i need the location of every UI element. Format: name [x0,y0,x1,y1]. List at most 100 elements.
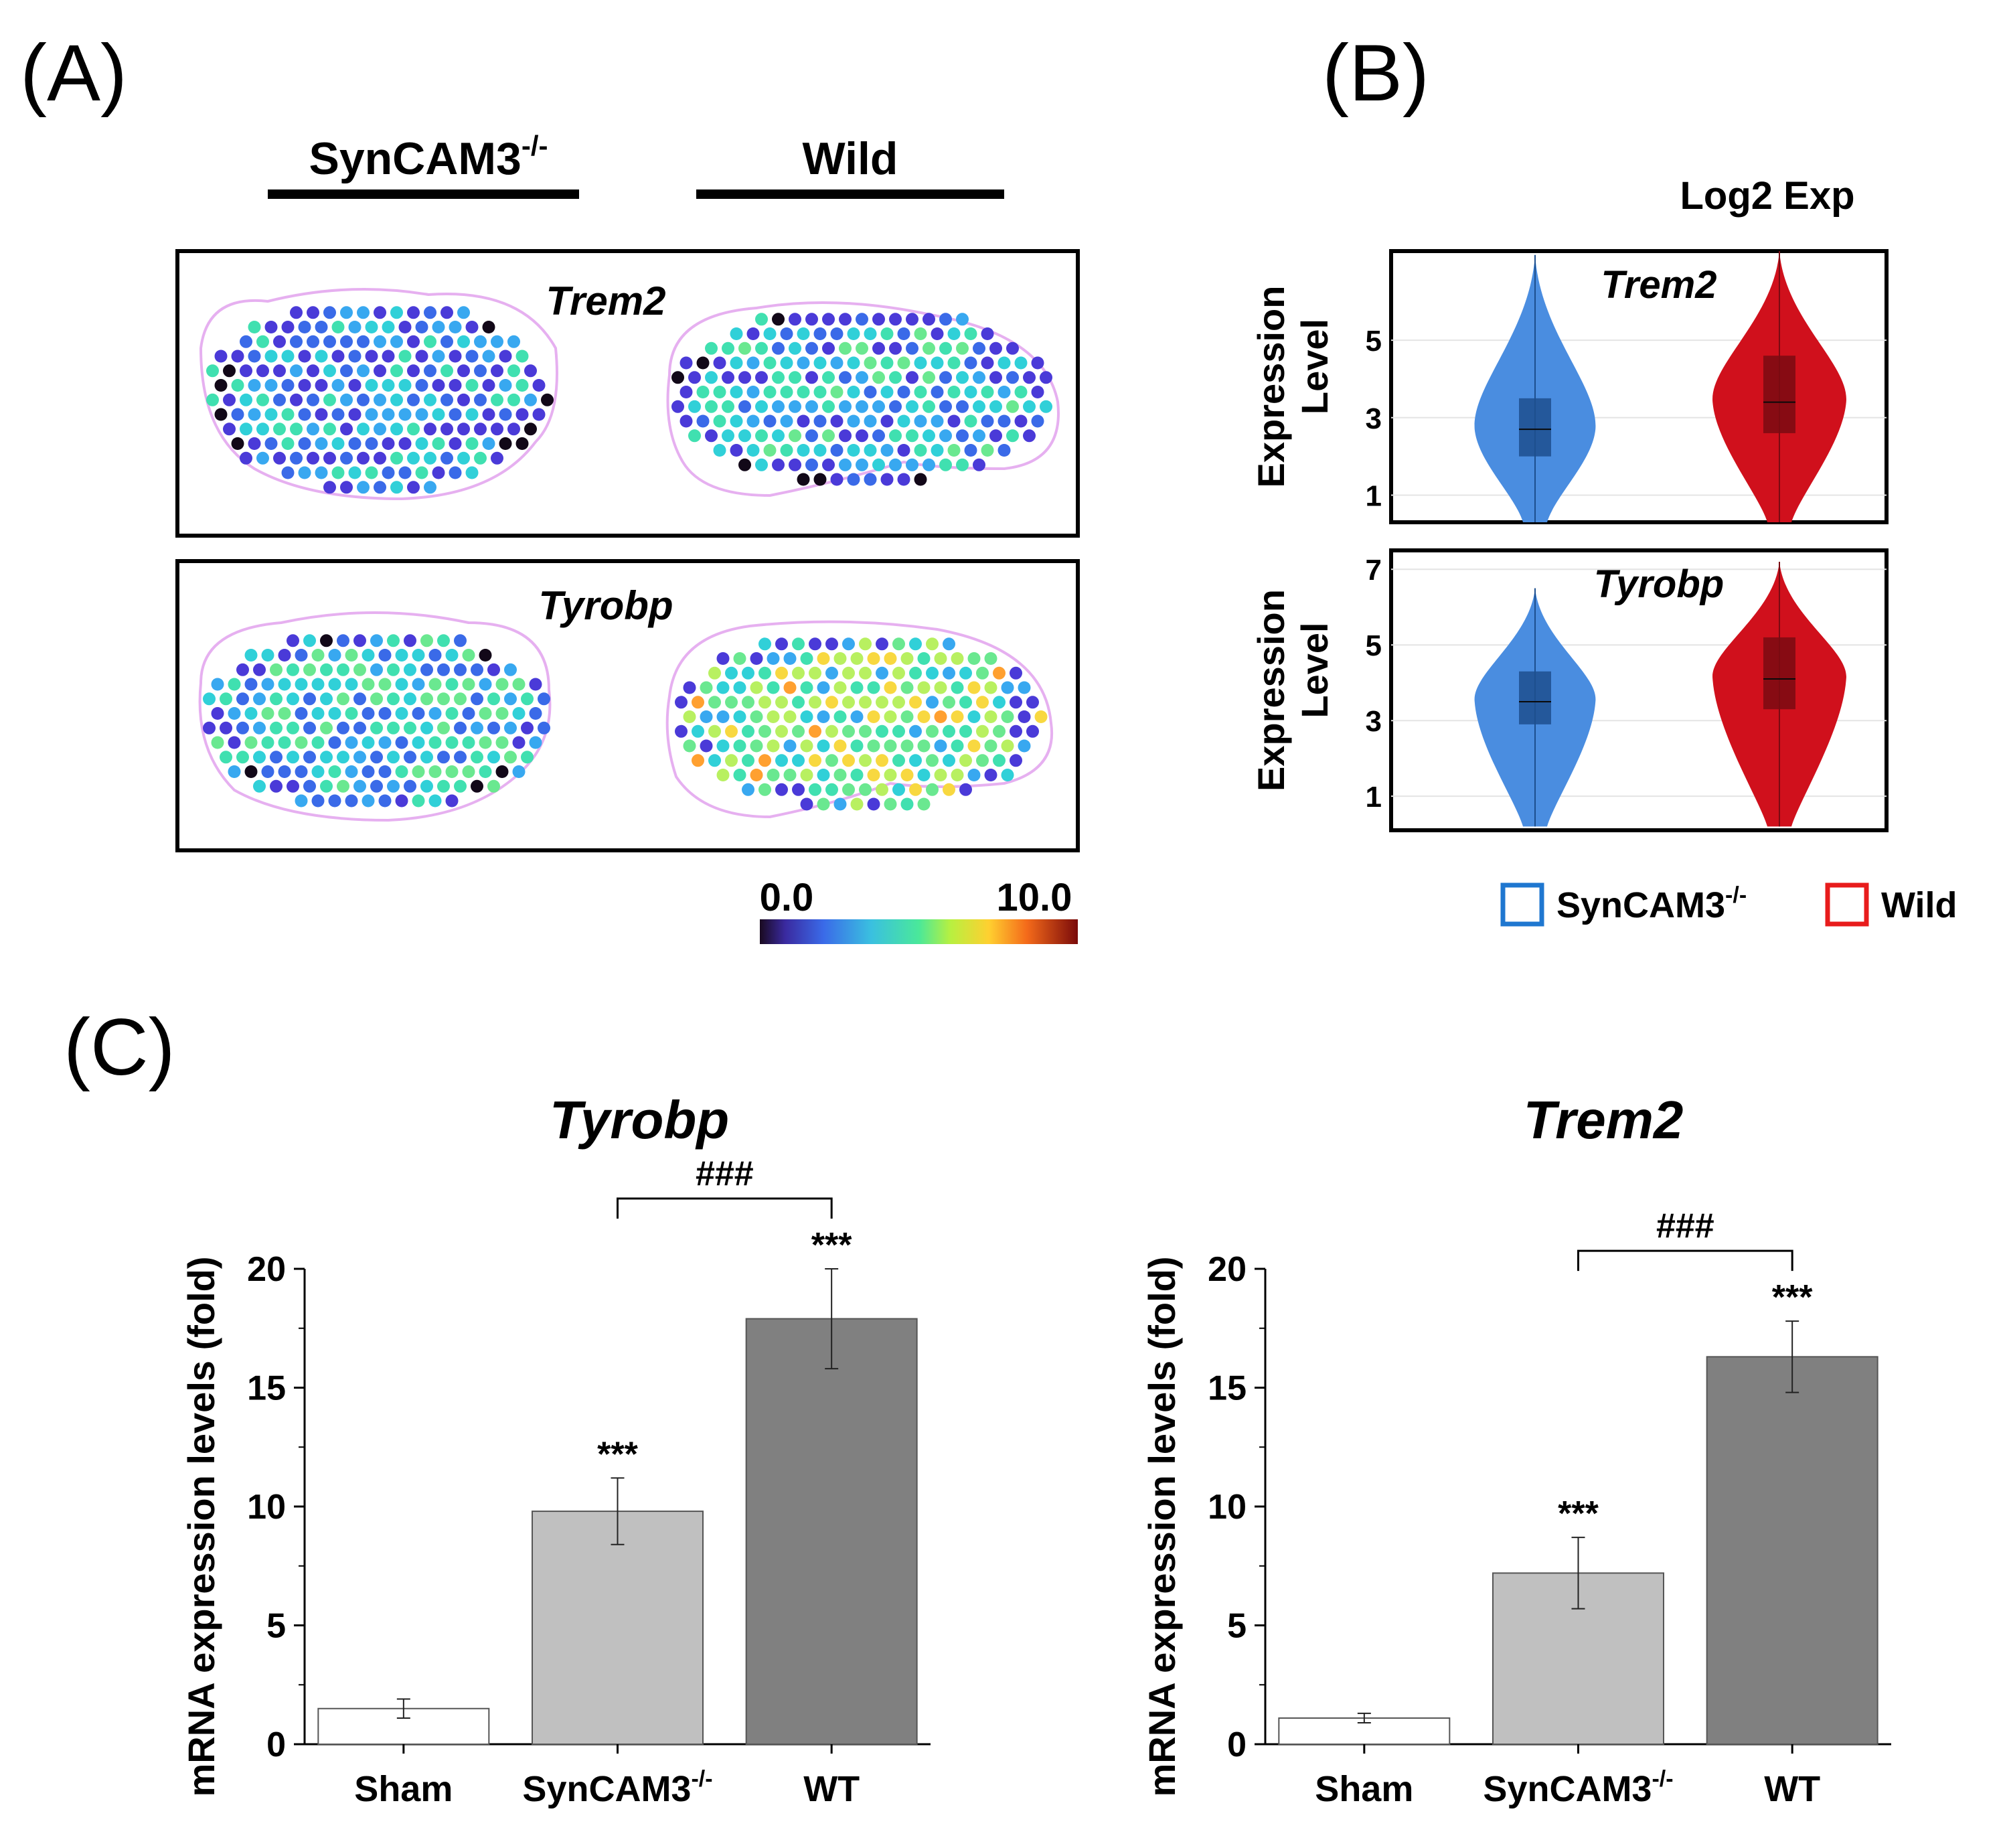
expression-spot [474,422,487,436]
expression-spot [976,724,989,738]
expression-spot [725,754,738,767]
expression-spot [323,364,336,378]
expression-spot [850,769,864,781]
expression-spot [805,400,818,413]
colorbar [760,919,1078,944]
expression-spot [211,678,224,691]
expression-spot [264,437,278,450]
panel-c-label: (C) [64,1002,175,1092]
expression-spot [474,451,487,465]
expression-spot [775,696,788,709]
expression-spot [973,458,985,471]
expression-spot [856,371,868,384]
expression-spot [993,696,1006,709]
expression-spot [479,736,492,749]
expression-spot [449,379,462,392]
expression-spot [382,350,395,363]
expression-spot [1034,710,1048,723]
expression-spot [981,386,994,398]
expression-spot [923,400,935,413]
expression-spot [939,458,952,471]
expression-spot [867,652,880,665]
expression-spot [454,721,467,735]
spot-map-trem2-syncam3 [206,306,554,494]
expression-spot [365,321,378,333]
expression-spot [428,678,442,691]
expression-spot [440,393,453,406]
expression-spot [248,350,261,363]
expression-spot [395,736,408,749]
expression-spot [240,422,252,436]
bar-chart-tyrobp: Tyrobp mRNA expression levels (fold) 0 5 10 1… [180,1090,931,1809]
expression-spot [474,335,487,348]
expression-spot [825,666,838,680]
expression-spot [337,663,349,676]
expression-spot [783,769,797,781]
expression-spot [298,379,311,392]
expression-spot [809,666,821,680]
expression-spot [307,393,319,406]
expression-spot [323,393,336,406]
expression-spot [708,666,721,680]
expression-spot [223,364,236,378]
expression-spot [914,327,927,340]
expression-spot [750,681,763,694]
expression-spot [348,321,362,333]
expression-spot [981,414,994,428]
expression-spot [457,422,470,436]
expression-spot [1018,681,1031,694]
expression-spot [328,707,341,720]
expression-spot [822,313,835,326]
expression-spot [825,696,838,709]
expression-spot [876,637,888,651]
expression-spot [398,350,412,363]
expression-spot [984,769,997,781]
expression-spot [789,313,801,326]
expression-spot [722,429,734,443]
expression-spot [917,769,931,781]
expression-spot [1023,429,1036,443]
expression-spot [775,637,788,651]
bar [1706,1356,1878,1745]
expression-spot [705,400,718,413]
expression-spot [889,313,902,326]
expression-spot [750,710,763,723]
expression-spot [822,371,835,384]
expression-spot [934,769,947,781]
expression-spot [856,458,868,471]
expression-spot [700,739,713,753]
expression-spot [412,649,425,662]
expression-spot [407,335,420,348]
expression-spot [750,652,763,665]
expression-spot [742,696,754,709]
expression-spot [437,751,450,764]
expression-spot [825,783,838,796]
expression-spot [959,666,972,680]
expression-spot [357,422,370,436]
expression-spot [420,634,433,647]
expression-spot [345,794,358,807]
expression-spot [353,751,366,764]
expression-spot [415,437,428,450]
violin-tick-label: 5 [1366,325,1382,358]
expression-spot [738,458,751,471]
expression-spot [813,473,827,486]
gene-label-tyrobp: Tyrobp [538,583,673,628]
expression-spot [797,473,810,486]
expression-spot [964,414,977,428]
expression-spot [833,739,847,753]
expression-spot [889,371,902,384]
expression-spot [415,466,428,479]
expression-spot [943,783,955,796]
expression-spot [847,327,860,340]
expression-spot [780,327,793,340]
group-left-underline [268,189,579,199]
expression-spot [340,481,353,494]
expression-spot [867,681,880,694]
expression-spot [956,458,969,471]
expression-spot [967,681,981,694]
expression-spot [872,341,885,355]
expression-spot [906,371,918,384]
expression-spot [822,341,835,355]
violin-box [1519,671,1551,724]
